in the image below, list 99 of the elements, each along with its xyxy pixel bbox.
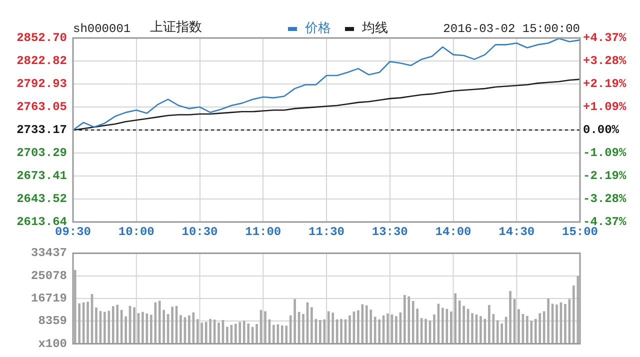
bar bbox=[500, 323, 503, 344]
y-tick-label: 2673.41 bbox=[16, 169, 67, 184]
bar bbox=[280, 325, 284, 344]
bar bbox=[424, 318, 427, 344]
y-tick-label: 2643.52 bbox=[16, 192, 67, 206]
bar bbox=[496, 320, 499, 344]
bar bbox=[154, 302, 157, 344]
y-tick-label: 16719 bbox=[30, 292, 67, 306]
bar bbox=[365, 305, 368, 344]
bar bbox=[238, 322, 242, 344]
bar bbox=[294, 299, 296, 344]
bar bbox=[86, 302, 89, 344]
y-tick-label: 2733.17 bbox=[16, 123, 67, 138]
y2-tick-label: -2.19% bbox=[583, 169, 628, 184]
bar bbox=[462, 306, 465, 344]
bar bbox=[196, 319, 199, 344]
bar bbox=[302, 314, 304, 344]
bar bbox=[404, 295, 406, 344]
y-tick-label: 8359 bbox=[38, 314, 67, 328]
y-tick-label: 25078 bbox=[30, 268, 67, 283]
y-tick-label: 2792.93 bbox=[16, 77, 67, 92]
bar bbox=[264, 311, 266, 344]
x-tick-label: 11:30 bbox=[308, 225, 345, 240]
bar bbox=[247, 323, 250, 344]
y2-tick-label: +2.19% bbox=[583, 76, 628, 91]
bar bbox=[471, 313, 474, 344]
y-tick-label: 2763.05 bbox=[16, 100, 67, 114]
bar bbox=[188, 315, 190, 344]
bar bbox=[327, 311, 330, 344]
x-tick-label: 14:00 bbox=[435, 225, 472, 240]
bar bbox=[348, 315, 351, 344]
bar bbox=[104, 312, 106, 344]
x-tick-label: 09:30 bbox=[54, 225, 92, 240]
bar bbox=[518, 309, 520, 344]
bar bbox=[171, 306, 174, 344]
x-tick-label: 14:30 bbox=[498, 225, 535, 240]
y-tick-label: 2703.29 bbox=[16, 146, 67, 160]
bar bbox=[370, 310, 372, 344]
bar bbox=[556, 304, 558, 344]
bar bbox=[218, 322, 220, 344]
bar bbox=[538, 313, 542, 344]
bar bbox=[488, 305, 490, 344]
bar bbox=[564, 304, 566, 344]
y-tick-label: 2852.70 bbox=[16, 31, 67, 46]
legend-label: 均线 bbox=[362, 21, 388, 36]
bar bbox=[454, 293, 457, 344]
y2-tick-label: +3.28% bbox=[583, 54, 628, 68]
y-tick-label: x100 bbox=[38, 336, 67, 351]
chart-subtitle: sh000001 bbox=[73, 22, 131, 36]
bar bbox=[310, 307, 313, 344]
bar bbox=[526, 316, 528, 344]
bar bbox=[234, 324, 237, 344]
bar bbox=[226, 326, 228, 344]
bar bbox=[509, 290, 512, 344]
bar bbox=[74, 270, 76, 344]
y-tick-label: 33437 bbox=[30, 246, 67, 260]
x-tick-label: 11:00 bbox=[245, 225, 282, 240]
bar bbox=[323, 319, 326, 344]
bar bbox=[442, 308, 444, 344]
y2-tick-label: -3.28% bbox=[583, 192, 628, 206]
y2-tick-label: +1.09% bbox=[583, 100, 628, 114]
y2-tick-label: 0.00% bbox=[583, 123, 620, 138]
legend-label: 价格 bbox=[305, 21, 331, 36]
bar bbox=[480, 316, 482, 344]
bar bbox=[242, 320, 246, 344]
bar bbox=[133, 307, 136, 344]
bar bbox=[332, 312, 334, 344]
bar bbox=[547, 298, 550, 344]
bar bbox=[408, 296, 410, 344]
bar bbox=[272, 324, 275, 344]
bar bbox=[357, 310, 360, 344]
x-tick-label: 10:00 bbox=[118, 225, 154, 240]
x-tick-label: 15:00 bbox=[562, 225, 598, 240]
bar bbox=[412, 300, 414, 344]
bar bbox=[112, 306, 114, 344]
x-tick-label: 10:30 bbox=[182, 225, 218, 240]
bar bbox=[200, 322, 204, 344]
x-tick-label: 13:30 bbox=[372, 225, 408, 240]
bar bbox=[319, 320, 322, 344]
bar bbox=[576, 276, 580, 344]
y-tick-label: 2822.82 bbox=[16, 54, 67, 68]
bar bbox=[142, 312, 144, 344]
bar bbox=[378, 319, 380, 344]
bar bbox=[386, 313, 389, 344]
chart-title: 上证指数 bbox=[150, 20, 202, 35]
bar bbox=[285, 326, 288, 344]
bar bbox=[158, 300, 161, 344]
bar bbox=[256, 324, 258, 344]
bar bbox=[116, 304, 119, 344]
bar bbox=[433, 314, 436, 344]
bar bbox=[209, 318, 212, 344]
bar bbox=[340, 318, 342, 344]
y2-tick-label: -1.09% bbox=[583, 146, 628, 160]
bar bbox=[395, 316, 398, 344]
bar bbox=[180, 315, 182, 344]
text: 2016-03-02 15:00:00 bbox=[443, 22, 580, 36]
y2-tick-label: +4.37% bbox=[583, 31, 628, 46]
bar bbox=[124, 316, 127, 344]
bar bbox=[95, 307, 98, 344]
